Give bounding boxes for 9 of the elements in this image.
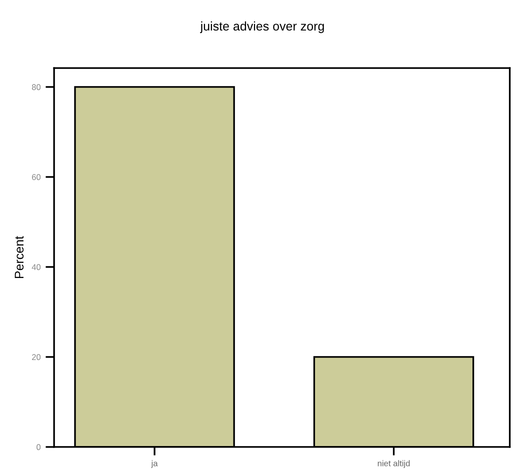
chart-title: juiste advies over zorg — [200, 21, 324, 34]
y-tick-label: 80 — [32, 84, 41, 90]
y-tick-label: 40 — [32, 264, 41, 270]
y-tick-label: 20 — [32, 354, 41, 360]
x-tick-label: ja — [151, 460, 158, 468]
x-tick-label: niet altijd — [378, 460, 410, 468]
y-tick-label: 0 — [36, 444, 41, 450]
y-tick-label: 60 — [32, 174, 41, 180]
y-axis-title: Percent — [14, 236, 24, 278]
